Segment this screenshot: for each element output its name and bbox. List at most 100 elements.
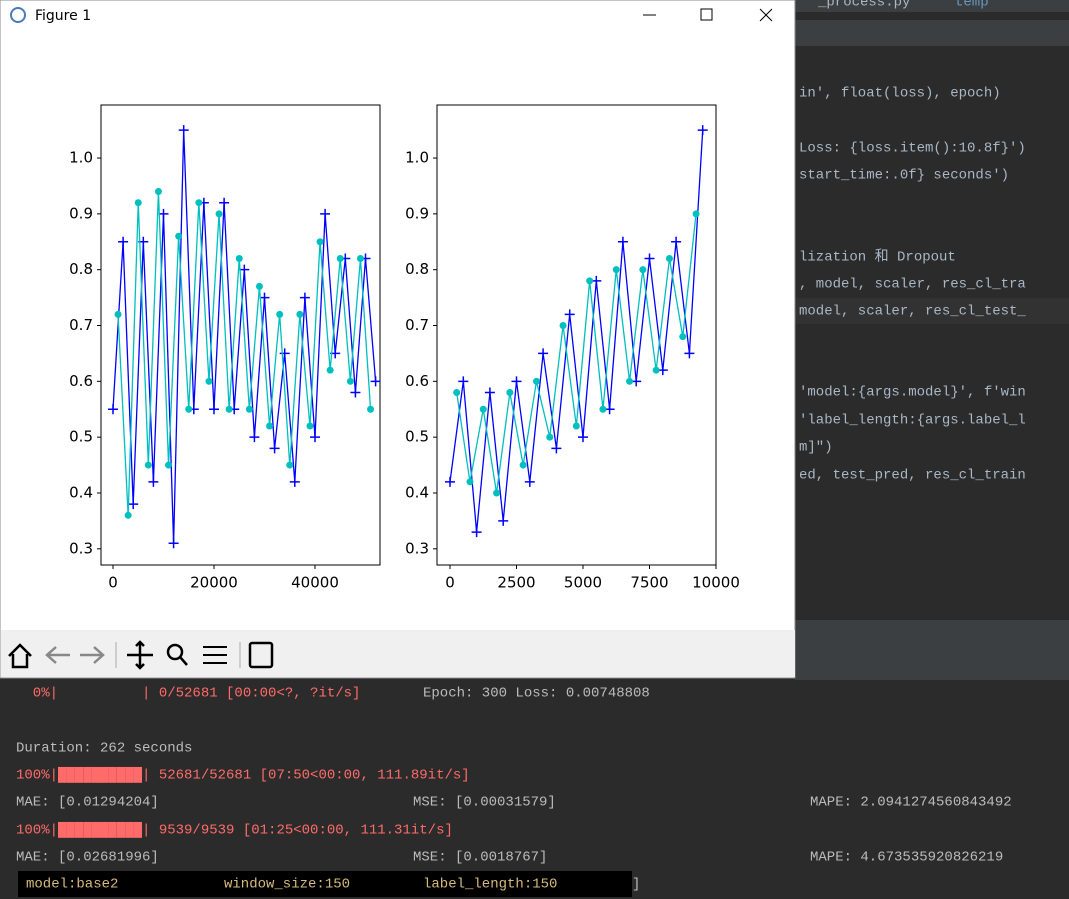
code-line: lization 和 Dropout	[799, 249, 956, 266]
dot-marker	[276, 310, 284, 318]
dot-marker	[466, 478, 474, 486]
x-tick-label: 5000	[564, 574, 602, 592]
dot-marker	[453, 389, 461, 396]
series-line	[117, 191, 372, 516]
dot-marker	[572, 422, 580, 430]
dot-marker	[692, 210, 700, 218]
y-tick-label: 1.0	[405, 149, 429, 167]
y-tick-label: 0.6	[69, 372, 93, 390]
window-title: Figure 1	[35, 8, 91, 24]
plus-marker	[310, 432, 321, 443]
code-line: start_time:.0f} seconds')	[799, 168, 1009, 184]
dot-marker	[626, 377, 634, 385]
save-button[interactable]	[248, 641, 274, 669]
dot-marker	[124, 511, 132, 519]
dot-marker	[559, 322, 567, 330]
code-line: 'model:{args.model}', f'win	[799, 385, 1026, 401]
plus-marker	[458, 376, 469, 387]
dot-marker	[296, 310, 304, 318]
dot-marker	[356, 255, 364, 263]
plus-marker	[671, 236, 682, 247]
dot-marker	[134, 199, 142, 207]
y-tick-label: 0.9	[405, 204, 429, 222]
plus-marker	[279, 348, 290, 359]
plus-marker	[684, 348, 695, 359]
pan-button[interactable]	[127, 640, 153, 670]
toolbar	[1, 630, 795, 677]
code-line: m]")	[799, 440, 833, 456]
y-tick-label: 0.4	[405, 483, 429, 501]
plus-marker	[178, 125, 189, 136]
breadcrumb-bar	[795, 20, 1069, 46]
y-tick-label: 0.4	[69, 483, 93, 501]
dot-marker	[586, 277, 594, 285]
back-button[interactable]	[45, 646, 70, 664]
console: 0%| | 0/52681 [00:00<?, ?it/s] Epoch: 300…	[16, 686, 1012, 897]
y-tick-label: 0.7	[69, 316, 93, 334]
plus-marker	[445, 476, 456, 487]
log-line: Duration: 262 seconds	[16, 741, 192, 757]
metric: MSE: [0.0018767]	[413, 850, 547, 866]
dot-marker	[599, 405, 607, 413]
dot-marker	[346, 377, 354, 385]
dot-marker	[665, 255, 673, 263]
maximize-button[interactable]	[700, 8, 713, 21]
y-tick-label: 0.7	[405, 316, 429, 334]
dot-marker	[532, 377, 540, 385]
dot-marker	[215, 210, 223, 218]
x-tick-label: 40000	[291, 574, 339, 592]
plus-marker	[168, 538, 179, 549]
tag: label_length:150	[423, 877, 557, 893]
plus-marker	[511, 376, 522, 387]
tag: window_size:150	[224, 877, 350, 893]
close-button[interactable]	[759, 8, 773, 22]
forward-button[interactable]	[80, 646, 105, 664]
y-tick-label: 0.5	[405, 428, 429, 446]
dot-marker	[306, 422, 314, 430]
dot-marker	[493, 489, 501, 497]
editor-tab[interactable]: temp	[955, 0, 989, 11]
code-line: ed, test_pred, res_cl_train	[799, 468, 1026, 484]
home-button[interactable]	[8, 643, 32, 669]
plus-marker	[148, 476, 159, 487]
x-tick-label: 0	[445, 574, 455, 592]
dot-marker	[679, 333, 687, 341]
metric: MAE: [0.01294204]	[16, 795, 159, 811]
dot-marker	[367, 405, 375, 413]
tag-highlight	[18, 871, 632, 897]
tag: model:base2	[26, 877, 118, 893]
plus-marker	[320, 208, 331, 219]
plus-marker	[209, 404, 219, 415]
dot-marker	[205, 377, 213, 385]
plus-marker	[551, 443, 562, 454]
plus-marker	[644, 253, 655, 264]
dot-marker	[546, 433, 554, 441]
plus-marker	[617, 236, 628, 247]
zoom-button[interactable]	[166, 643, 184, 661]
plus-marker	[128, 499, 139, 510]
plus-marker	[697, 125, 708, 136]
dot-marker	[286, 461, 294, 469]
plus-marker	[299, 292, 310, 303]
metric: MSE: [0.00031579]	[413, 795, 556, 811]
progress-line: 0%| | 0/52681 [00:00<?, ?it/s]	[16, 686, 360, 702]
configure-button[interactable]	[203, 646, 227, 664]
code-line: in', float(loss), epoch)	[799, 86, 1001, 102]
y-tick-label: 0.8	[69, 260, 93, 278]
dot-marker	[506, 389, 514, 396]
series-line	[449, 130, 704, 533]
x-tick-label: 20000	[190, 574, 238, 592]
plus-marker	[239, 264, 250, 275]
y-tick-label: 0.3	[69, 539, 93, 557]
y-tick-label: 0.8	[405, 260, 429, 278]
plus-marker	[249, 432, 260, 443]
x-tick-label: 0	[108, 574, 118, 592]
editor-tab[interactable]: _process.py	[817, 0, 910, 11]
dot-marker	[479, 405, 487, 413]
zoom-handle	[179, 656, 188, 666]
metric: MAE: [0.02681996]	[16, 850, 159, 866]
plus-marker	[484, 387, 495, 398]
y-tick-label: 0.9	[69, 204, 93, 222]
log-line: ]	[632, 877, 640, 893]
plus-marker	[498, 515, 509, 526]
